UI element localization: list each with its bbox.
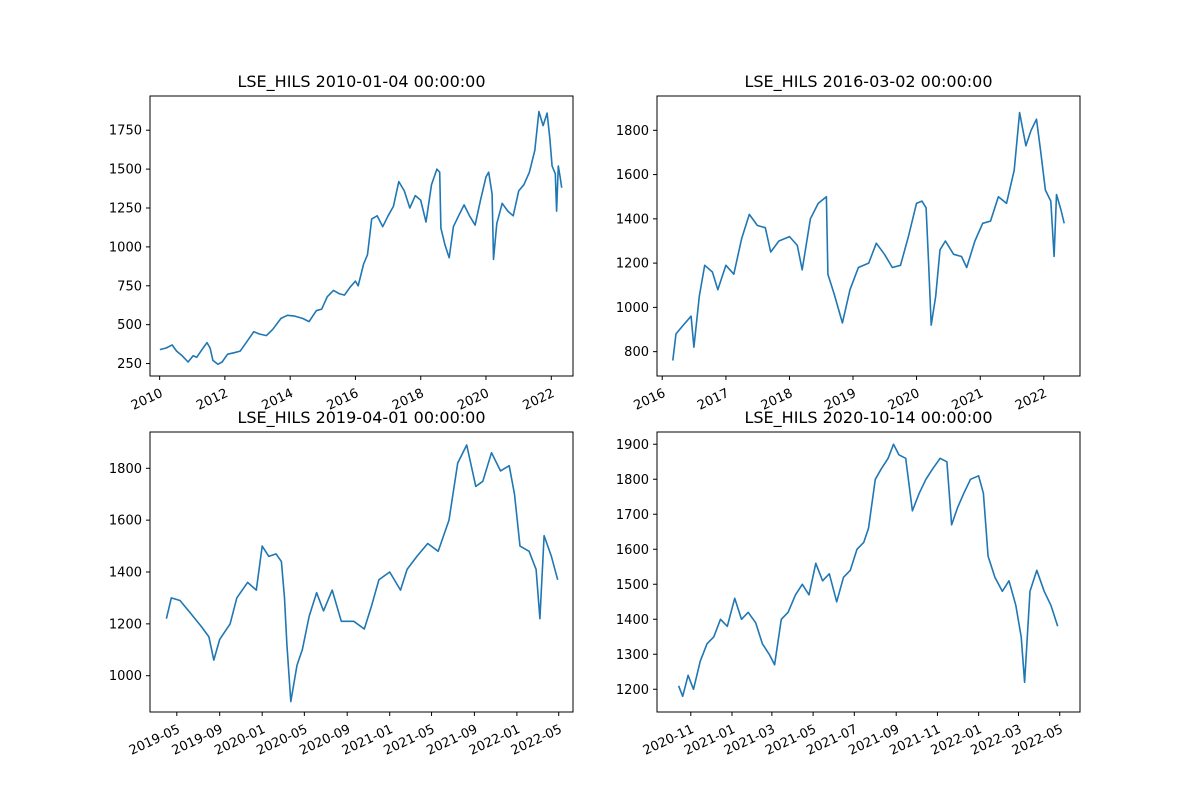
series-line-1: [672, 111, 1065, 361]
y-tick-label: 1200: [616, 683, 649, 698]
axes-frame: [149, 431, 574, 713]
y-tick-label: 1600: [616, 168, 649, 183]
y-tick-label: 800: [624, 345, 649, 360]
y-tick-label: 1400: [616, 613, 649, 628]
chart-panel-4: LSE_HILS 2020-10-14 00:00:00 1200 1300 1400…: [616, 408, 1081, 759]
y-tick-label: 1000: [109, 669, 142, 684]
x-tick-label: 2012: [194, 386, 230, 414]
chart-title: LSE_HILS 2019-04-01 00:00:00: [237, 408, 485, 428]
series-line-1: [159, 110, 563, 366]
y-tick-label: 500: [117, 318, 142, 333]
x-tick-label: 2017: [695, 386, 731, 414]
axes-frame: [656, 95, 1081, 377]
y-tick-label: 1400: [616, 212, 649, 227]
x-tick-label: 2016: [632, 386, 668, 414]
axes-frame: [149, 95, 574, 377]
x-tick-label: 2022: [1013, 386, 1049, 414]
x-tick-label: 2010: [129, 386, 165, 414]
chart-title: LSE_HILS 2016-03-02 00:00:00: [744, 72, 992, 92]
y-tick-label: 250: [117, 357, 142, 372]
y-tick-label: 1300: [616, 648, 649, 663]
series-line-1: [677, 443, 1059, 698]
y-tick-label: 1900: [616, 438, 649, 453]
y-tick-label: 1750: [109, 124, 142, 139]
series-line-1: [165, 444, 559, 703]
y-tick-label: 1000: [109, 240, 142, 255]
y-tick-label: 1800: [616, 124, 649, 139]
y-tick-label: 1500: [109, 163, 142, 178]
chart-panel-2: LSE_HILS 2016-03-02 00:00:00 800 1000 1200 1…: [616, 72, 1081, 414]
y-tick-label: 1000: [616, 301, 649, 316]
chart-panel-3: LSE_HILS 2019-04-01 00:00:00 1000 1200 1400…: [109, 408, 574, 759]
x-tick-label: 2022: [521, 386, 557, 414]
chart-title: LSE_HILS 2010-01-04 00:00:00: [237, 72, 485, 92]
y-tick-label: 1600: [616, 543, 649, 558]
y-tick-label: 1500: [616, 578, 649, 593]
axes-frame: [656, 431, 1081, 713]
y-tick-label: 1200: [616, 257, 649, 272]
y-tick-label: 1700: [616, 508, 649, 523]
y-tick-label: 1200: [109, 617, 142, 632]
y-tick-label: 1400: [109, 566, 142, 581]
chart-panel-1: LSE_HILS 2010-01-04 00:00:00 250 500 750 100…: [109, 72, 574, 414]
y-tick-label: 750: [117, 279, 142, 294]
y-tick-label: 1800: [616, 473, 649, 488]
y-tick-label: 1250: [109, 202, 142, 217]
y-tick-label: 1600: [109, 514, 142, 529]
chart-title: LSE_HILS 2020-10-14 00:00:00: [744, 408, 992, 428]
y-tick-label: 1800: [109, 462, 142, 477]
